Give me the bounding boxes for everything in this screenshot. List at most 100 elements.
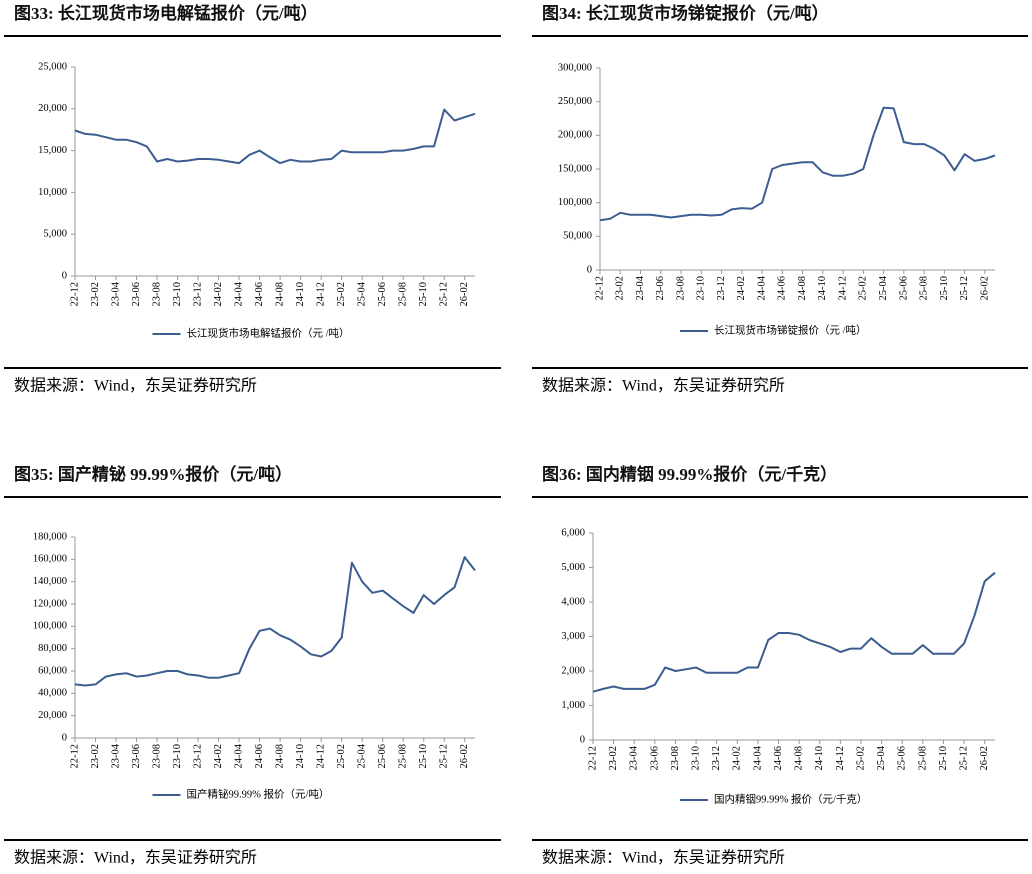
x-tick-label: 23-10 [172,744,183,769]
legend-label: 长江现货市场电解锰报价（元 /吨） [187,326,350,339]
y-tick-label: 100,000 [33,621,67,632]
figure-title: 图35: 国产精铋 99.99%报价（元/吨） [14,464,292,484]
series-line [599,106,996,222]
x-tick-label: 23-08 [675,276,686,301]
legend-label: 长江现货市场锑锭报价（元 /吨） [714,323,867,336]
x-tick-label: 24-02 [732,746,743,771]
x-tick-label: 25-04 [357,281,368,306]
x-tick-label: 24-06 [773,746,784,771]
x-tick-label: 23-02 [90,282,101,307]
y-tick-label: 0 [587,264,592,275]
x-tick-label: 26-02 [459,744,470,769]
x-tick-label: 22-12 [69,282,80,307]
x-tick-label: 23-08 [151,282,162,307]
y-tick-label: 1,000 [561,700,585,711]
y-tick-label: 15,000 [38,145,67,156]
x-tick-label: 25-12 [439,744,450,769]
x-tick-label: 24-04 [752,745,763,770]
series-line [592,571,996,693]
x-tick-label: 24-06 [777,276,788,301]
figure-title: 图33: 长江现货市场电解锰报价（元/吨） [14,3,318,23]
series-line [74,556,476,687]
x-tick-label: 24-12 [316,282,327,307]
y-tick-label: 100,000 [558,197,592,208]
x-tick-label: 22-12 [594,276,605,301]
x-tick-label: 25-10 [418,744,429,769]
y-tick-label: 300,000 [558,62,592,73]
x-tick-label: 25-04 [878,275,889,300]
y-tick-label: 120,000 [33,598,67,609]
x-tick-label: 23-08 [670,746,681,771]
x-tick-label: 24-02 [213,744,224,769]
legend-label: 国产精铋99.99% 报价（元/吨） [187,787,330,800]
x-tick-label: 23-04 [635,275,646,300]
series-line [74,108,476,165]
y-tick-label: 2,000 [561,665,585,676]
x-tick-label: 25-10 [938,746,949,771]
y-tick-label: 80,000 [38,643,67,654]
x-tick-label: 24-04 [234,743,245,768]
source-note: 数据来源：Wind，东吴证券研究所 [14,849,257,867]
y-tick-label: 20,000 [38,710,67,721]
x-tick-label: 25-08 [919,276,930,301]
source-note: 数据来源：Wind，东吴证券研究所 [14,377,257,395]
y-tick-label: 180,000 [33,531,67,542]
source-note: 数据来源：Wind，东吴证券研究所 [542,849,785,867]
x-tick-label: 24-10 [814,746,825,771]
x-tick-label: 23-10 [690,746,701,771]
x-tick-label: 22-12 [587,746,598,771]
x-tick-label: 23-04 [110,281,121,306]
y-tick-label: 10,000 [38,187,67,198]
x-tick-label: 23-04 [110,743,121,768]
x-tick-label: 23-06 [649,746,660,771]
x-tick-label: 24-12 [316,744,327,769]
y-tick-label: 25,000 [38,61,67,72]
y-tick-label: 0 [62,732,67,743]
x-tick-label: 24-06 [254,744,265,769]
x-tick-label: 24-08 [275,744,286,769]
x-tick-label: 24-10 [817,276,828,301]
x-tick-label: 23-08 [151,744,162,769]
y-tick-label: 5,000 [43,229,67,240]
x-tick-label: 25-02 [858,276,869,301]
x-tick-label: 24-12 [835,746,846,771]
x-tick-label: 24-04 [756,275,767,300]
y-tick-label: 40,000 [38,688,67,699]
x-tick-label: 25-06 [898,276,909,301]
x-tick-label: 23-06 [131,282,142,307]
y-tick-label: 60,000 [38,665,67,676]
y-tick-label: 6,000 [561,527,585,538]
x-tick-label: 23-06 [655,276,666,301]
source-note: 数据来源：Wind，东吴证券研究所 [542,377,785,395]
x-tick-label: 24-06 [254,282,265,307]
y-tick-label: 250,000 [558,96,592,107]
y-tick-label: 200,000 [558,130,592,141]
x-tick-label: 24-08 [794,746,805,771]
x-tick-label: 23-04 [629,745,640,770]
x-tick-label: 25-12 [958,746,969,771]
x-tick-label: 22-12 [69,744,80,769]
x-tick-label: 25-02 [855,746,866,771]
y-tick-label: 0 [62,270,67,281]
x-tick-label: 23-06 [131,744,142,769]
figure-title: 图34: 长江现货市场锑锭报价（元/吨） [542,3,829,23]
y-tick-label: 20,000 [38,103,67,114]
x-tick-label: 25-12 [959,276,970,301]
x-tick-label: 26-02 [979,746,990,771]
x-tick-label: 23-12 [711,746,722,771]
x-tick-label: 23-02 [608,746,619,771]
x-tick-label: 25-12 [439,282,450,307]
figure-title: 图36: 国内精铟 99.99%报价（元/千克） [542,464,837,484]
x-tick-label: 25-06 [377,744,388,769]
x-tick-label: 25-06 [897,746,908,771]
x-tick-label: 25-02 [336,744,347,769]
x-tick-label: 23-12 [192,744,203,769]
x-tick-label: 24-08 [275,282,286,307]
y-tick-label: 3,000 [561,631,585,642]
y-tick-label: 150,000 [558,163,592,174]
x-tick-label: 25-04 [876,745,887,770]
x-tick-label: 25-08 [917,746,928,771]
x-tick-label: 25-06 [377,282,388,307]
x-tick-label: 25-10 [418,282,429,307]
